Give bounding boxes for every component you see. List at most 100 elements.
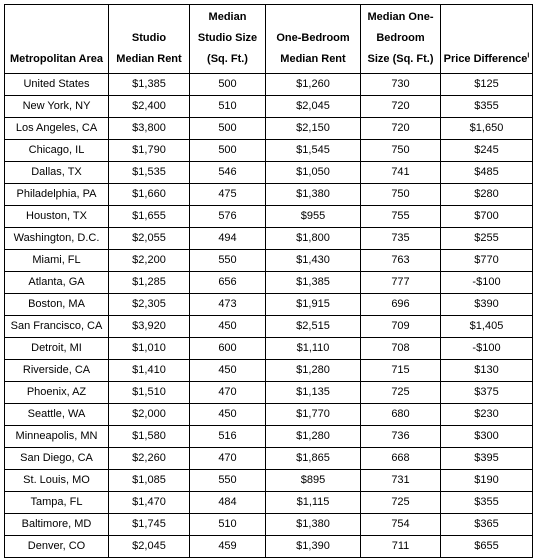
cell-metro-area: Washington, D.C. (4, 227, 109, 250)
cell-studio-rent: $1,410 (108, 359, 190, 382)
cell-studio-size: 546 (189, 161, 266, 184)
header-line: One-Bedroom (276, 32, 350, 44)
cell-studio-size: 500 (189, 139, 266, 162)
cell-price-difference: $300 (440, 425, 533, 448)
table-row: Philadelphia, PA $1,660 475 $1,380 750 $280 (4, 183, 533, 206)
cell-studio-rent: $1,285 (108, 271, 190, 294)
cell-studio-rent: $2,305 (108, 293, 190, 316)
cell-studio-rent: $2,260 (108, 447, 190, 470)
header-line: (Sq. Ft.) (207, 53, 248, 65)
header-line: Price DifferenceI (442, 49, 532, 70)
cell-price-difference: $1,650 (440, 117, 533, 140)
header-median-one-bedroom-size: Median One- Bedroom Size (Sq. Ft.) (360, 4, 441, 74)
table-row: Miami, FL $2,200 550 $1,430 763 $770 (4, 249, 533, 272)
cell-studio-rent: $2,000 (108, 403, 190, 426)
cell-price-difference: $365 (440, 513, 533, 536)
table-row: San Diego, CA $2,260 470 $1,865 668 $395 (4, 447, 533, 470)
table-row: Washington, D.C. $2,055 494 $1,800 735 $255 (4, 227, 533, 250)
cell-studio-size: 500 (189, 73, 266, 96)
cell-studio-rent: $1,085 (108, 469, 190, 492)
table-row: Baltimore, MD $1,745 510 $1,380 754 $365 (4, 513, 533, 536)
cell-one-bedroom-rent: $1,135 (265, 381, 361, 404)
cell-metro-area: Tampa, FL (4, 491, 109, 514)
cell-one-bedroom-size: 720 (360, 117, 441, 140)
cell-metro-area: San Francisco, CA (4, 315, 109, 338)
cell-one-bedroom-size: 754 (360, 513, 441, 536)
header-line: Median (208, 11, 247, 23)
table-row: Los Angeles, CA $3,800 500 $2,150 720 $1,650 (4, 117, 533, 140)
cell-one-bedroom-rent: $2,150 (265, 117, 361, 140)
cell-price-difference: $280 (440, 183, 533, 206)
cell-one-bedroom-rent: $1,110 (265, 337, 361, 360)
cell-studio-rent: $1,745 (108, 513, 190, 536)
cell-one-bedroom-size: 680 (360, 403, 441, 426)
table-row: Dallas, TX $1,535 546 $1,050 741 $485 (4, 161, 533, 184)
cell-one-bedroom-size: 741 (360, 161, 441, 184)
header-line: Studio (131, 32, 167, 44)
cell-one-bedroom-size: 777 (360, 271, 441, 294)
cell-studio-size: 576 (189, 205, 266, 228)
cell-metro-area: San Diego, CA (4, 447, 109, 470)
cell-one-bedroom-rent: $1,770 (265, 403, 361, 426)
table-row: Seattle, WA $2,000 450 $1,770 680 $230 (4, 403, 533, 426)
header-text: Price Difference (443, 53, 528, 65)
cell-metro-area: Boston, MA (4, 293, 109, 316)
cell-studio-rent: $3,800 (108, 117, 190, 140)
table-row: Phoenix, AZ $1,510 470 $1,135 725 $375 (4, 381, 533, 404)
cell-price-difference: $1,405 (440, 315, 533, 338)
rent-comparison-table: Metropolitan Area Studio Median Rent Median… (4, 4, 533, 558)
header-metropolitan-area: Metropolitan Area (4, 4, 109, 74)
table-body: United States $1,385 500 $1,260 730 $125 New Y… (4, 73, 533, 558)
cell-one-bedroom-rent: $1,115 (265, 491, 361, 514)
cell-one-bedroom-size: 763 (360, 249, 441, 272)
table-row: Atlanta, GA $1,285 656 $1,385 777 -$100 (4, 271, 533, 294)
cell-studio-rent: $1,580 (108, 425, 190, 448)
cell-metro-area: Dallas, TX (4, 161, 109, 184)
cell-metro-area: New York, NY (4, 95, 109, 118)
cell-metro-area: Riverside, CA (4, 359, 109, 382)
cell-one-bedroom-rent: $1,390 (265, 535, 361, 558)
cell-metro-area: Minneapolis, MN (4, 425, 109, 448)
cell-price-difference: $255 (440, 227, 533, 250)
cell-price-difference: $190 (440, 469, 533, 492)
cell-one-bedroom-size: 668 (360, 447, 441, 470)
cell-studio-rent: $1,660 (108, 183, 190, 206)
cell-studio-size: 510 (189, 95, 266, 118)
cell-price-difference: $485 (440, 161, 533, 184)
cell-one-bedroom-size: 750 (360, 139, 441, 162)
cell-metro-area: Baltimore, MD (4, 513, 109, 536)
cell-one-bedroom-rent: $1,380 (265, 513, 361, 536)
cell-studio-size: 484 (189, 491, 266, 514)
cell-studio-rent: $3,920 (108, 315, 190, 338)
cell-one-bedroom-rent: $1,260 (265, 73, 361, 96)
cell-studio-size: 510 (189, 513, 266, 536)
cell-studio-size: 550 (189, 469, 266, 492)
cell-studio-size: 450 (189, 359, 266, 382)
cell-studio-rent: $1,790 (108, 139, 190, 162)
table-row: St. Louis, MO $1,085 550 $895 731 $190 (4, 469, 533, 492)
header-price-difference: Price DifferenceI (440, 4, 533, 74)
cell-price-difference: -$100 (440, 271, 533, 294)
cell-one-bedroom-size: 731 (360, 469, 441, 492)
cell-studio-rent: $2,055 (108, 227, 190, 250)
cell-studio-size: 459 (189, 535, 266, 558)
cell-price-difference: $130 (440, 359, 533, 382)
cell-one-bedroom-size: 750 (360, 183, 441, 206)
cell-one-bedroom-rent: $1,915 (265, 293, 361, 316)
cell-one-bedroom-size: 715 (360, 359, 441, 382)
cell-metro-area: Phoenix, AZ (4, 381, 109, 404)
cell-studio-rent: $1,535 (108, 161, 190, 184)
cell-one-bedroom-rent: $1,865 (265, 447, 361, 470)
header-line: Studio Size (197, 32, 258, 44)
cell-one-bedroom-size: 708 (360, 337, 441, 360)
cell-studio-size: 494 (189, 227, 266, 250)
cell-one-bedroom-size: 755 (360, 205, 441, 228)
header-line: Median Rent (116, 53, 182, 65)
table-row: Denver, CO $2,045 459 $1,390 711 $655 (4, 535, 533, 558)
cell-one-bedroom-size: 696 (360, 293, 441, 316)
header-row: Metropolitan Area Studio Median Rent Median… (4, 4, 533, 74)
cell-studio-size: 470 (189, 381, 266, 404)
footnote-marker: I (527, 52, 530, 60)
cell-price-difference: $125 (440, 73, 533, 96)
cell-one-bedroom-size: 730 (360, 73, 441, 96)
